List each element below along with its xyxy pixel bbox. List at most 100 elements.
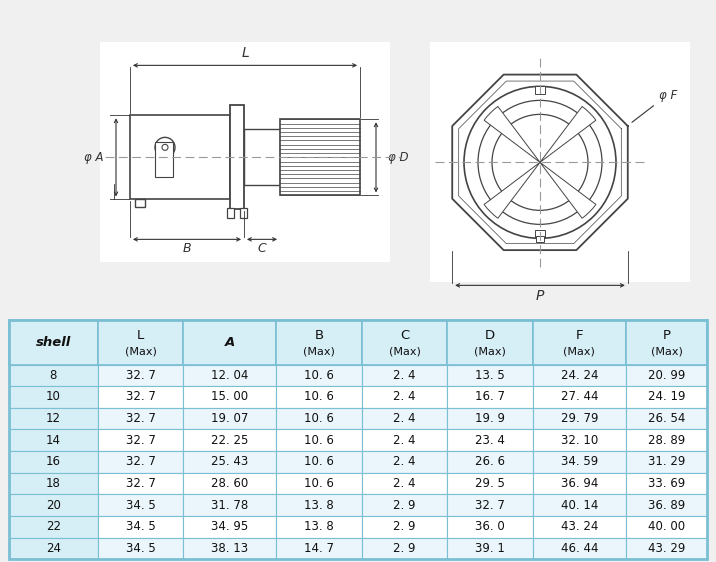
Bar [9,386,98,408]
Bar [227,209,234,219]
Wedge shape [540,106,596,162]
Text: 10. 6: 10. 6 [304,412,334,425]
Text: 34. 5: 34. 5 [126,498,155,511]
Text: 20: 20 [46,498,61,511]
Bar [535,230,545,238]
Text: 34. 95: 34. 95 [211,520,248,533]
Text: 34. 5: 34. 5 [126,520,155,533]
Bar [448,386,533,408]
Bar [626,365,707,386]
Text: 20. 99: 20. 99 [648,369,685,382]
Bar [626,408,707,429]
Bar [276,538,362,559]
Bar [9,408,98,429]
Bar [9,473,98,495]
Text: 24. 19: 24. 19 [648,391,685,404]
Circle shape [492,114,588,210]
Text: 10: 10 [46,391,61,404]
Circle shape [155,137,175,157]
Text: 13. 5: 13. 5 [475,369,505,382]
Bar [535,87,545,94]
Polygon shape [453,75,628,250]
Text: (Max): (Max) [563,347,595,356]
Text: 40. 00: 40. 00 [648,520,685,533]
Bar [130,115,230,200]
Text: 18: 18 [46,477,61,490]
Bar [448,538,533,559]
Text: 32. 7: 32. 7 [125,391,155,404]
Text: 27. 44: 27. 44 [561,391,598,404]
Bar [448,320,533,365]
Text: (Max): (Max) [651,347,682,356]
Text: 32. 7: 32. 7 [125,434,155,447]
Text: 15. 00: 15. 00 [211,391,248,404]
Bar [276,386,362,408]
Bar [533,365,626,386]
Bar [183,408,276,429]
Text: 19. 07: 19. 07 [211,412,248,425]
Text: 2. 4: 2. 4 [393,391,416,404]
Text: B: B [314,329,324,342]
Text: 34. 5: 34. 5 [126,542,155,555]
Text: 2. 4: 2. 4 [393,455,416,468]
Text: 2. 9: 2. 9 [393,542,416,555]
Text: 46. 44: 46. 44 [561,542,598,555]
Bar [533,495,626,516]
Bar [362,408,448,429]
Bar [183,495,276,516]
Bar [183,473,276,495]
Text: 24. 24: 24. 24 [561,369,598,382]
Bar [9,451,98,473]
Text: 2. 4: 2. 4 [393,434,416,447]
Bar [533,538,626,559]
Bar [183,516,276,538]
Bar [362,320,448,365]
Bar [98,495,183,516]
Text: φ D: φ D [388,151,409,164]
Bar [9,429,98,451]
Text: 32. 7: 32. 7 [125,369,155,382]
Text: 40. 14: 40. 14 [561,498,598,511]
Text: φ A: φ A [84,151,104,164]
Text: 10. 6: 10. 6 [304,369,334,382]
Bar [276,516,362,538]
Text: 2. 4: 2. 4 [393,369,416,382]
Bar [362,473,448,495]
Bar [135,200,145,207]
Bar [9,516,98,538]
Text: 22: 22 [46,520,61,533]
Text: 13. 8: 13. 8 [304,520,334,533]
Circle shape [464,87,616,238]
Text: 39. 1: 39. 1 [475,542,505,555]
Bar [533,516,626,538]
Text: 31. 78: 31. 78 [211,498,248,511]
Text: 2. 9: 2. 9 [393,520,416,533]
Text: A: A [225,336,235,349]
Text: 25. 43: 25. 43 [211,455,248,468]
Bar [9,538,98,559]
Bar [183,538,276,559]
Text: 38. 13: 38. 13 [211,542,248,555]
Bar [362,365,448,386]
Text: 10. 6: 10. 6 [304,434,334,447]
Text: 19. 9: 19. 9 [475,412,505,425]
Bar [183,451,276,473]
Bar [448,429,533,451]
Bar [276,320,362,365]
Bar [533,386,626,408]
Text: 31. 29: 31. 29 [648,455,685,468]
Text: 12. 04: 12. 04 [211,369,248,382]
Text: 32. 7: 32. 7 [125,477,155,490]
Bar [448,408,533,429]
Bar [362,538,448,559]
Bar [276,451,362,473]
Text: 14: 14 [46,434,61,447]
Bar [98,516,183,538]
Bar [244,129,280,185]
Bar [9,320,98,365]
Bar [98,365,183,386]
Bar [626,386,707,408]
Text: L: L [241,46,249,60]
Bar [626,538,707,559]
Bar [183,429,276,451]
